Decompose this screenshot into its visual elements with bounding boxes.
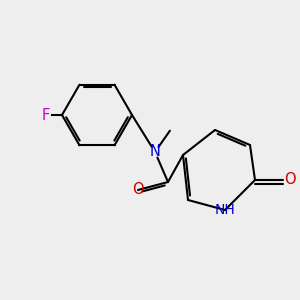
Text: O: O	[284, 172, 296, 188]
Text: NH: NH	[214, 203, 236, 217]
Text: F: F	[42, 107, 50, 122]
Text: N: N	[150, 145, 160, 160]
Text: O: O	[132, 182, 144, 197]
